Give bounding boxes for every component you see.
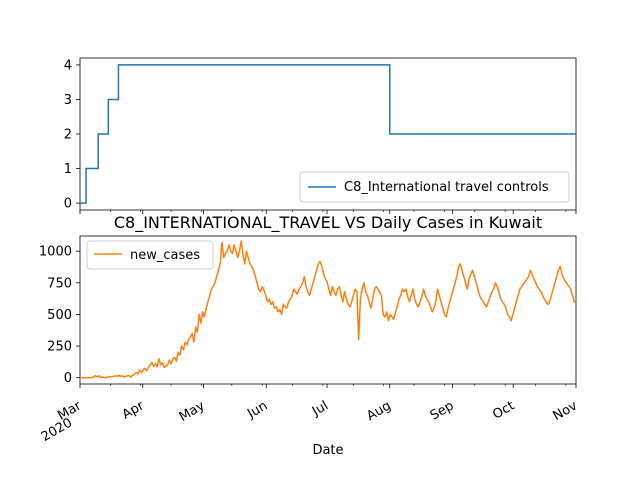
top-y-tick-label: 0 (64, 197, 72, 212)
x-axis-label: Date (312, 443, 343, 458)
bottom-y-tick-label: 0 (64, 371, 72, 386)
top-legend-box (299, 171, 570, 203)
bottom-y-tick-label: 1000 (39, 245, 72, 260)
bottom-y-tick-label: 250 (47, 340, 72, 355)
bottom-panel-frame (79, 235, 577, 385)
top-legend: C8_International travel controls (299, 171, 570, 203)
bottom-y-axis: 0 250 500 750 1000 (39, 245, 80, 386)
bottom-panel: C8_INTERNATIONAL_TRAVEL VS Daily Cases i… (39, 213, 580, 458)
bottom-legend-box (86, 240, 214, 270)
top-series-line (80, 64, 576, 204)
bottom-y-tick-label: 500 (47, 308, 72, 323)
top-x-axis (79, 210, 577, 214)
top-y-tick-label: 1 (64, 162, 72, 177)
bottom-series-line (80, 240, 577, 379)
top-panel: 0 1 2 3 4 C8_International travel controls (64, 57, 577, 214)
top-y-axis: 0 1 2 3 4 (64, 58, 80, 212)
bottom-series-group (80, 240, 577, 379)
top-y-tick-label: 2 (64, 128, 72, 143)
bottom-legend: new_cases (86, 240, 214, 270)
top-legend-label: C8_International travel controls (344, 180, 549, 195)
top-series-group (80, 64, 576, 204)
top-y-tick-label: 4 (64, 58, 72, 73)
bottom-legend-label: new_cases (130, 248, 200, 263)
bottom-x-tick-label: Jul (309, 398, 331, 419)
bottom-chart-title: C8_INTERNATIONAL_TRAVEL VS Daily Cases i… (114, 213, 542, 233)
top-y-tick-label: 3 (64, 93, 72, 108)
bottom-y-tick-label: 750 (47, 276, 72, 291)
